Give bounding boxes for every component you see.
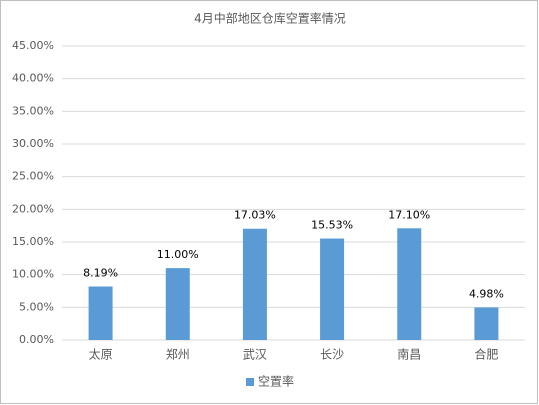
legend-swatch [246,378,254,386]
legend-label: 空置率 [258,374,294,389]
y-tick-label: 30.00% [12,137,54,150]
x-tick-label: 长沙 [320,348,344,362]
y-tick-label: 15.00% [12,235,54,248]
chart-title: 4月中部地区仓库空置率情况 [194,11,346,26]
bar [320,238,345,340]
y-tick-label: 45.00% [12,39,54,52]
bar [88,286,113,340]
y-tick-label: 20.00% [12,202,54,215]
y-tick-label: 35.00% [12,104,54,117]
y-tick-label: 5.00% [19,300,54,313]
data-label: 11.00% [157,248,199,261]
data-label: 8.19% [83,266,118,279]
data-label: 4.98% [469,287,504,300]
bar [165,268,190,340]
x-tick-label: 太原 [89,347,113,362]
bar [474,307,499,340]
data-label: 17.03% [234,209,276,222]
y-tick-label: 0.00% [19,333,54,346]
y-tick-label: 10.00% [12,268,54,281]
data-label: 17.10% [388,208,430,221]
data-label: 15.53% [311,219,353,232]
x-tick-label: 南昌 [397,347,421,362]
x-tick-label: 郑州 [166,347,190,362]
x-tick-label: 合肥 [474,347,498,362]
bar [242,228,267,340]
y-tick-label: 25.00% [12,170,54,183]
y-tick-label: 40.00% [12,72,54,85]
x-tick-label: 武汉 [243,348,267,362]
bar [397,228,422,340]
